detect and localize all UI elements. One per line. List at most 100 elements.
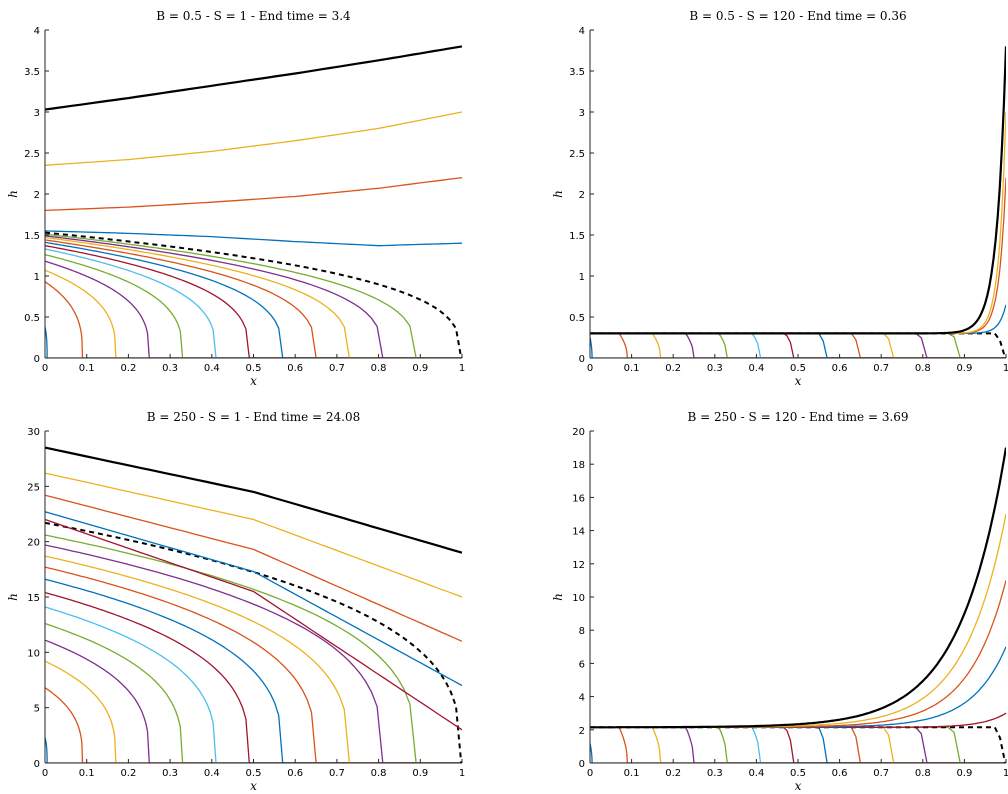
y-tick-label: 30 <box>27 427 40 438</box>
series-line <box>590 727 1006 763</box>
series-line <box>45 242 462 358</box>
series-line <box>45 178 462 211</box>
series-line <box>45 448 462 553</box>
y-tick-label: 1 <box>579 272 585 283</box>
y-tick-label: 25 <box>27 482 40 493</box>
y-tick-label: 20 <box>572 427 585 438</box>
chart-title: B = 0.5 - S = 1 - End time = 3.4 <box>156 9 351 23</box>
x-tick-label: 0.8 <box>915 768 931 779</box>
y-tick-label: 20 <box>27 538 40 549</box>
y-tick-label: 8 <box>579 626 585 637</box>
y-tick-label: 3.5 <box>569 67 585 78</box>
y-tick-label: 0 <box>34 354 40 365</box>
series-line <box>45 607 462 763</box>
y-tick-label: 0.5 <box>569 313 585 324</box>
y-tick-label: 3.5 <box>24 67 40 78</box>
y-tick-label: 2 <box>579 726 585 737</box>
y-tick-label: 10 <box>572 593 585 604</box>
x-tick-label: 0.6 <box>287 768 303 779</box>
x-tick-label: 0.9 <box>956 363 972 374</box>
series-line <box>45 640 462 763</box>
x-tick-label: 0.2 <box>665 768 681 779</box>
plot-area <box>45 448 462 763</box>
x-tick-label: 0.2 <box>120 363 136 374</box>
y-tick-label: 14 <box>572 527 585 538</box>
series-line <box>590 727 1006 763</box>
y-tick-label: 0 <box>579 759 585 770</box>
x-tick-label: 0 <box>42 768 48 779</box>
y-tick-label: 2 <box>579 190 585 201</box>
dashed-front-line <box>590 727 1006 763</box>
y-tick-label: 4 <box>579 26 585 37</box>
x-tick-label: 0.7 <box>329 768 345 779</box>
y-tick-label: 6 <box>579 659 585 670</box>
series-line <box>590 448 1006 728</box>
series-line <box>590 46 1006 333</box>
plot-area <box>45 46 462 358</box>
y-axis-label: h <box>6 593 20 601</box>
x-tick-label: 1 <box>459 363 465 374</box>
dashed-front-line <box>45 233 462 359</box>
y-axis-label: h <box>551 593 565 601</box>
chart-panel-1: 0 0.1 0.2 0.3 0.4 0.5 0.6 0.7 0.8 0.9 1 0 0.5 1 1.5 2 2.… <box>6 9 465 388</box>
x-tick-label: 0 <box>42 363 48 374</box>
y-tick-label: 5 <box>34 704 40 715</box>
x-tick-label: 0.6 <box>832 768 848 779</box>
x-tick-label: 0.3 <box>707 363 723 374</box>
x-tick-label: 0.1 <box>79 768 95 779</box>
y-tick-label: 12 <box>572 560 585 571</box>
x-tick-label: 0.2 <box>120 768 136 779</box>
x-tick-label: 0.9 <box>412 363 428 374</box>
x-tick-label: 0.1 <box>79 363 95 374</box>
series-line <box>45 46 462 109</box>
x-tick-label: 0.4 <box>204 768 220 779</box>
x-tick-label: 0.3 <box>707 768 723 779</box>
series-line <box>590 305 1006 334</box>
x-tick-label: 0.7 <box>873 363 889 374</box>
x-tick-label: 0 <box>587 363 593 374</box>
x-tick-label: 0.5 <box>790 768 806 779</box>
x-tick-label: 0.3 <box>162 363 178 374</box>
x-tick-label: 0.4 <box>204 363 220 374</box>
x-tick-label: 0.2 <box>665 363 681 374</box>
series-line <box>45 282 462 358</box>
series-line <box>590 727 1006 763</box>
x-tick-label: 0.4 <box>748 363 764 374</box>
series-line <box>45 238 462 359</box>
series-line <box>45 661 462 763</box>
x-axis-label: x <box>795 779 802 793</box>
x-tick-label: 1 <box>459 768 465 779</box>
y-tick-label: 1.5 <box>24 231 40 242</box>
y-tick-label: 4 <box>579 693 585 704</box>
y-tick-label: 4 <box>34 26 40 37</box>
series-line <box>45 327 462 358</box>
series-line <box>45 556 462 763</box>
y-tick-label: 3 <box>579 108 585 119</box>
y-tick-label: 0 <box>34 759 40 770</box>
x-tick-label: 0.8 <box>371 363 387 374</box>
series-line <box>45 255 462 358</box>
x-tick-label: 0.4 <box>748 768 764 779</box>
x-tick-label: 0.9 <box>956 768 972 779</box>
chart-panel-4: 0 0.1 0.2 0.3 0.4 0.5 0.6 0.7 0.8 0.9 102468101214… <box>551 410 1008 793</box>
x-tick-label: 0.8 <box>915 363 931 374</box>
series-line <box>45 624 462 763</box>
x-tick-label: 0.5 <box>246 768 262 779</box>
x-tick-label: 0.7 <box>329 363 345 374</box>
y-tick-label: 2.5 <box>569 149 585 160</box>
y-axis-label: h <box>551 190 565 198</box>
y-tick-label: 2 <box>34 190 40 201</box>
series-line <box>590 727 1006 763</box>
x-axis-label: x <box>795 374 802 388</box>
series-line <box>45 236 462 358</box>
y-tick-label: 0 <box>579 354 585 365</box>
x-tick-label: 1 <box>1003 363 1008 374</box>
plot-area <box>590 46 1006 358</box>
x-tick-label: 0.9 <box>412 768 428 779</box>
series-line <box>45 593 462 763</box>
series-line <box>45 545 462 763</box>
x-tick-label: 0 <box>587 768 593 779</box>
y-tick-label: 15 <box>27 593 40 604</box>
y-tick-label: 0.5 <box>24 313 40 324</box>
series-line <box>45 688 462 763</box>
